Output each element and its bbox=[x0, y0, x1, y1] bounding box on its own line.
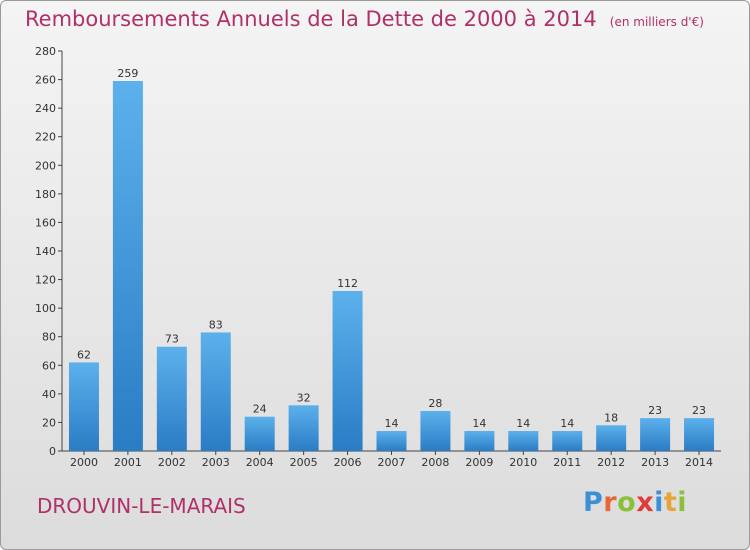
logo-letter: P bbox=[583, 487, 604, 518]
bar bbox=[68, 362, 99, 451]
y-tick-label: 200 bbox=[35, 159, 56, 172]
bar-value-label: 24 bbox=[253, 403, 267, 416]
bar-value-label: 14 bbox=[472, 417, 486, 430]
bar bbox=[244, 416, 275, 451]
y-tick-label: 120 bbox=[35, 274, 56, 287]
y-tick-label: 160 bbox=[35, 216, 56, 229]
bar-value-label: 259 bbox=[117, 67, 138, 80]
x-tick-label: 2004 bbox=[246, 456, 274, 469]
x-tick-label: 2013 bbox=[641, 456, 669, 469]
y-tick-label: 260 bbox=[35, 74, 56, 87]
x-tick-label: 2000 bbox=[70, 456, 98, 469]
chart-axes: 0 20 40 60 80 100 120 140 160 180 200 220 240 260 280 2… bbox=[35, 45, 721, 469]
y-tick-label: 240 bbox=[35, 102, 56, 115]
chart-subtitle: (en milliers d'€) bbox=[609, 15, 704, 29]
logo-letter: o bbox=[617, 487, 637, 518]
y-tick-label: 220 bbox=[35, 131, 56, 144]
bar bbox=[332, 291, 363, 451]
bar-value-label: 83 bbox=[209, 318, 223, 331]
bar-value-label: 112 bbox=[337, 277, 358, 290]
town-name: DROUVIN-LE-MARAIS bbox=[37, 494, 246, 518]
bar-value-label: 23 bbox=[648, 404, 662, 417]
x-tick-label: 2014 bbox=[685, 456, 713, 469]
y-tick-label: 180 bbox=[35, 188, 56, 201]
x-tick-label: 2003 bbox=[202, 456, 230, 469]
chart-title-block: Remboursements Annuels de la Dette de 20… bbox=[25, 7, 704, 31]
bar bbox=[552, 431, 583, 451]
x-tick-label: 2006 bbox=[334, 456, 362, 469]
bar-value-label: 28 bbox=[428, 397, 442, 410]
x-tick-label: 2002 bbox=[158, 456, 186, 469]
bar-value-label: 14 bbox=[560, 417, 574, 430]
bar bbox=[112, 81, 143, 451]
bar bbox=[464, 431, 495, 451]
y-tick-label: 20 bbox=[42, 416, 56, 429]
bar bbox=[156, 346, 187, 451]
bar bbox=[420, 411, 451, 451]
logo-letter: i bbox=[654, 487, 664, 518]
bar bbox=[508, 431, 539, 451]
x-tick-label: 2005 bbox=[290, 456, 318, 469]
bar bbox=[640, 418, 671, 451]
bar bbox=[376, 431, 407, 451]
bar-value-label: 62 bbox=[77, 348, 91, 361]
x-tick-label: 2012 bbox=[597, 456, 625, 469]
proxiti-logo[interactable]: Proxiti bbox=[583, 487, 687, 518]
logo-letter: r bbox=[603, 487, 618, 518]
chart-bars: 62 259 73 83 24 32 112 14 28 14 14 14 18 23 23 bbox=[68, 67, 715, 451]
logo-letter: t bbox=[663, 487, 678, 518]
bar-value-label: 14 bbox=[385, 417, 399, 430]
x-tick-label: 2011 bbox=[553, 456, 581, 469]
bar bbox=[684, 418, 715, 451]
y-tick-label: 80 bbox=[42, 331, 56, 344]
y-tick-label: 280 bbox=[35, 45, 56, 58]
y-tick-label: 60 bbox=[42, 359, 56, 372]
bar-value-label: 14 bbox=[516, 417, 530, 430]
bar-value-label: 73 bbox=[165, 333, 179, 346]
bar-value-label: 18 bbox=[604, 411, 618, 424]
y-tick-label: 100 bbox=[35, 302, 56, 315]
bar-value-label: 23 bbox=[692, 404, 706, 417]
x-tick-label: 2001 bbox=[114, 456, 142, 469]
x-tick-label: 2010 bbox=[509, 456, 537, 469]
y-tick-label: 140 bbox=[35, 245, 56, 258]
x-tick-label: 2009 bbox=[465, 456, 493, 469]
bar bbox=[200, 332, 231, 451]
chart-title: Remboursements Annuels de la Dette de 20… bbox=[25, 7, 597, 31]
logo-letter: x bbox=[636, 487, 655, 518]
bar bbox=[288, 405, 319, 451]
y-tick-label: 0 bbox=[49, 445, 56, 458]
bar bbox=[596, 425, 627, 451]
x-tick-label: 2008 bbox=[421, 456, 449, 469]
x-tick-label: 2007 bbox=[378, 456, 406, 469]
bar-value-label: 32 bbox=[297, 391, 311, 404]
y-tick-label: 40 bbox=[42, 388, 56, 401]
logo-letter: i bbox=[677, 487, 688, 518]
